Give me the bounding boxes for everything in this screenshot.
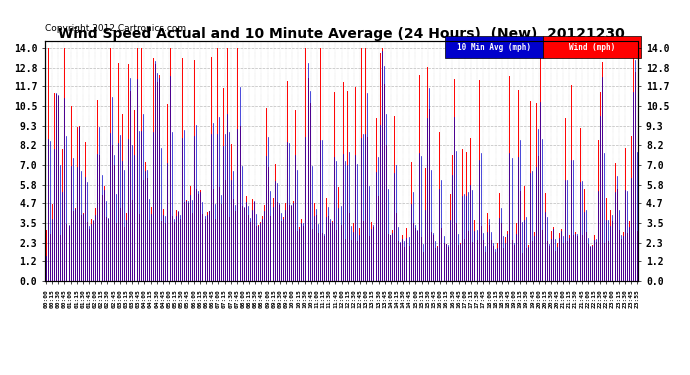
FancyBboxPatch shape [543,36,641,58]
Title: Wind Speed Actual and 10 Minute Average (24 Hours)  (New)  20121230: Wind Speed Actual and 10 Minute Average … [58,27,625,41]
Text: Copyright 2012 Cartronics.com: Copyright 2012 Cartronics.com [45,24,186,33]
Text: 10 Min Avg (mph): 10 Min Avg (mph) [457,43,531,52]
Text: Wind (mph): Wind (mph) [569,43,615,52]
FancyBboxPatch shape [446,36,543,58]
